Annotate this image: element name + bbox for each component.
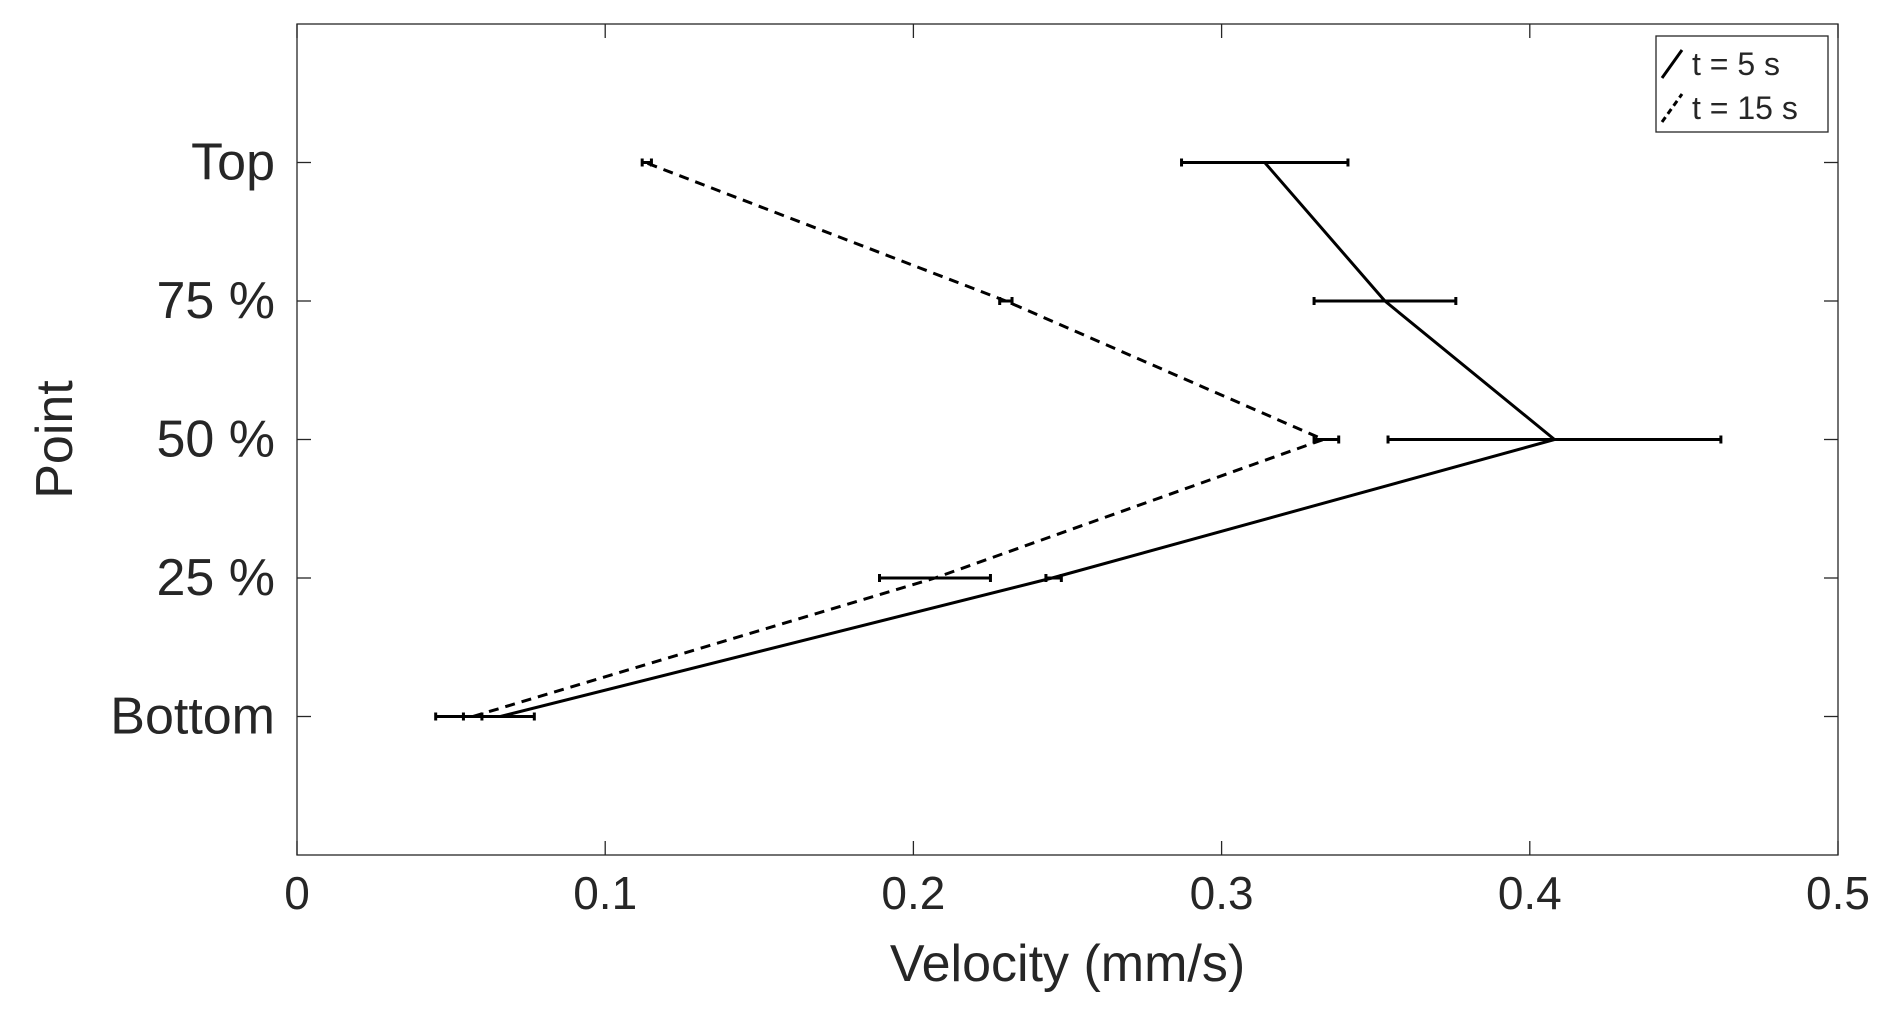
legend-box (1655, 35, 1829, 133)
legend-swatch-2 (1660, 93, 1684, 123)
y-tick-label: 75 % (156, 272, 275, 330)
x-tick-label: 0.4 (1498, 867, 1562, 919)
x-tick-label: 0.3 (1190, 867, 1254, 919)
x-axis-ticks: 0 0.1 0.2 0.3 0.4 0.5 (284, 24, 1870, 919)
y-tick-label: 25 % (156, 549, 275, 607)
x-tick-label: 0.1 (573, 867, 637, 919)
legend: t = 5 s t = 15 s (1655, 35, 1829, 133)
error-bar-layer (434, 158, 1723, 721)
legend-label-1: t = 5 s (1692, 46, 1780, 82)
x-axis-label: Velocity (mm/s) (890, 935, 1245, 993)
legend-swatch-1 (1660, 49, 1684, 79)
y-axis-ticks: Bottom 25 % 50 % 75 % Top (110, 134, 1838, 746)
y-tick-label: Bottom (110, 688, 275, 746)
y-tick-label: Top (191, 134, 275, 192)
x-tick-label: 0 (284, 867, 310, 919)
y-axis-label: Point (26, 380, 84, 499)
series-line-2 (472, 161, 1325, 718)
legend-label-2: t = 15 s (1692, 90, 1798, 126)
y-tick-label: 50 % (156, 411, 275, 469)
x-tick-label: 0.5 (1806, 867, 1870, 919)
x-tick-label: 0.2 (881, 867, 945, 919)
